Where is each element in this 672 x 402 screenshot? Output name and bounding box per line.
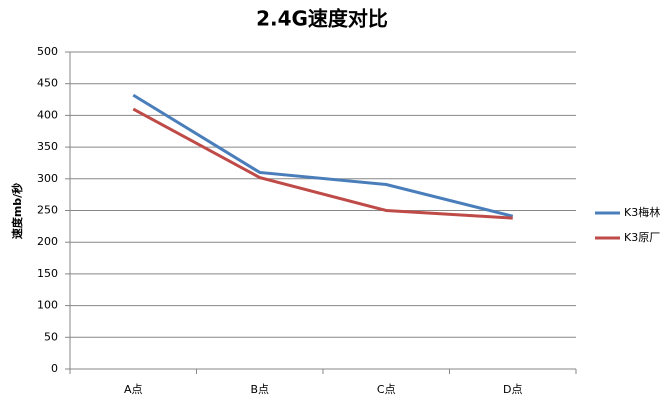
y-tick-label: 350: [37, 140, 58, 153]
x-tick-label: B点: [250, 383, 269, 396]
y-tick-label: 500: [37, 45, 58, 58]
y-tick-label: 200: [37, 235, 58, 248]
y-tick-label: 250: [37, 204, 58, 217]
y-tick-label: 450: [37, 77, 58, 90]
y-tick-label: 100: [37, 299, 58, 312]
x-tick-label: C点: [377, 383, 396, 396]
y-tick-label: 300: [37, 172, 58, 185]
y-tick-label: 400: [37, 108, 58, 121]
y-tick-label: 0: [51, 362, 58, 375]
line-series: [132, 93, 514, 218]
x-tick-label: A点: [124, 383, 143, 396]
chart-title: 2.4G速度对比: [256, 7, 388, 31]
y-tick-label: 150: [37, 267, 58, 280]
y-tick-label: 50: [44, 330, 58, 343]
legend-label: K3梅林: [624, 205, 660, 219]
line-series: [132, 107, 513, 220]
legend-label: K3原厂: [624, 231, 660, 244]
x-tick-label: D点: [503, 383, 522, 396]
y-axis-label: 速度mb/秒: [10, 183, 24, 239]
